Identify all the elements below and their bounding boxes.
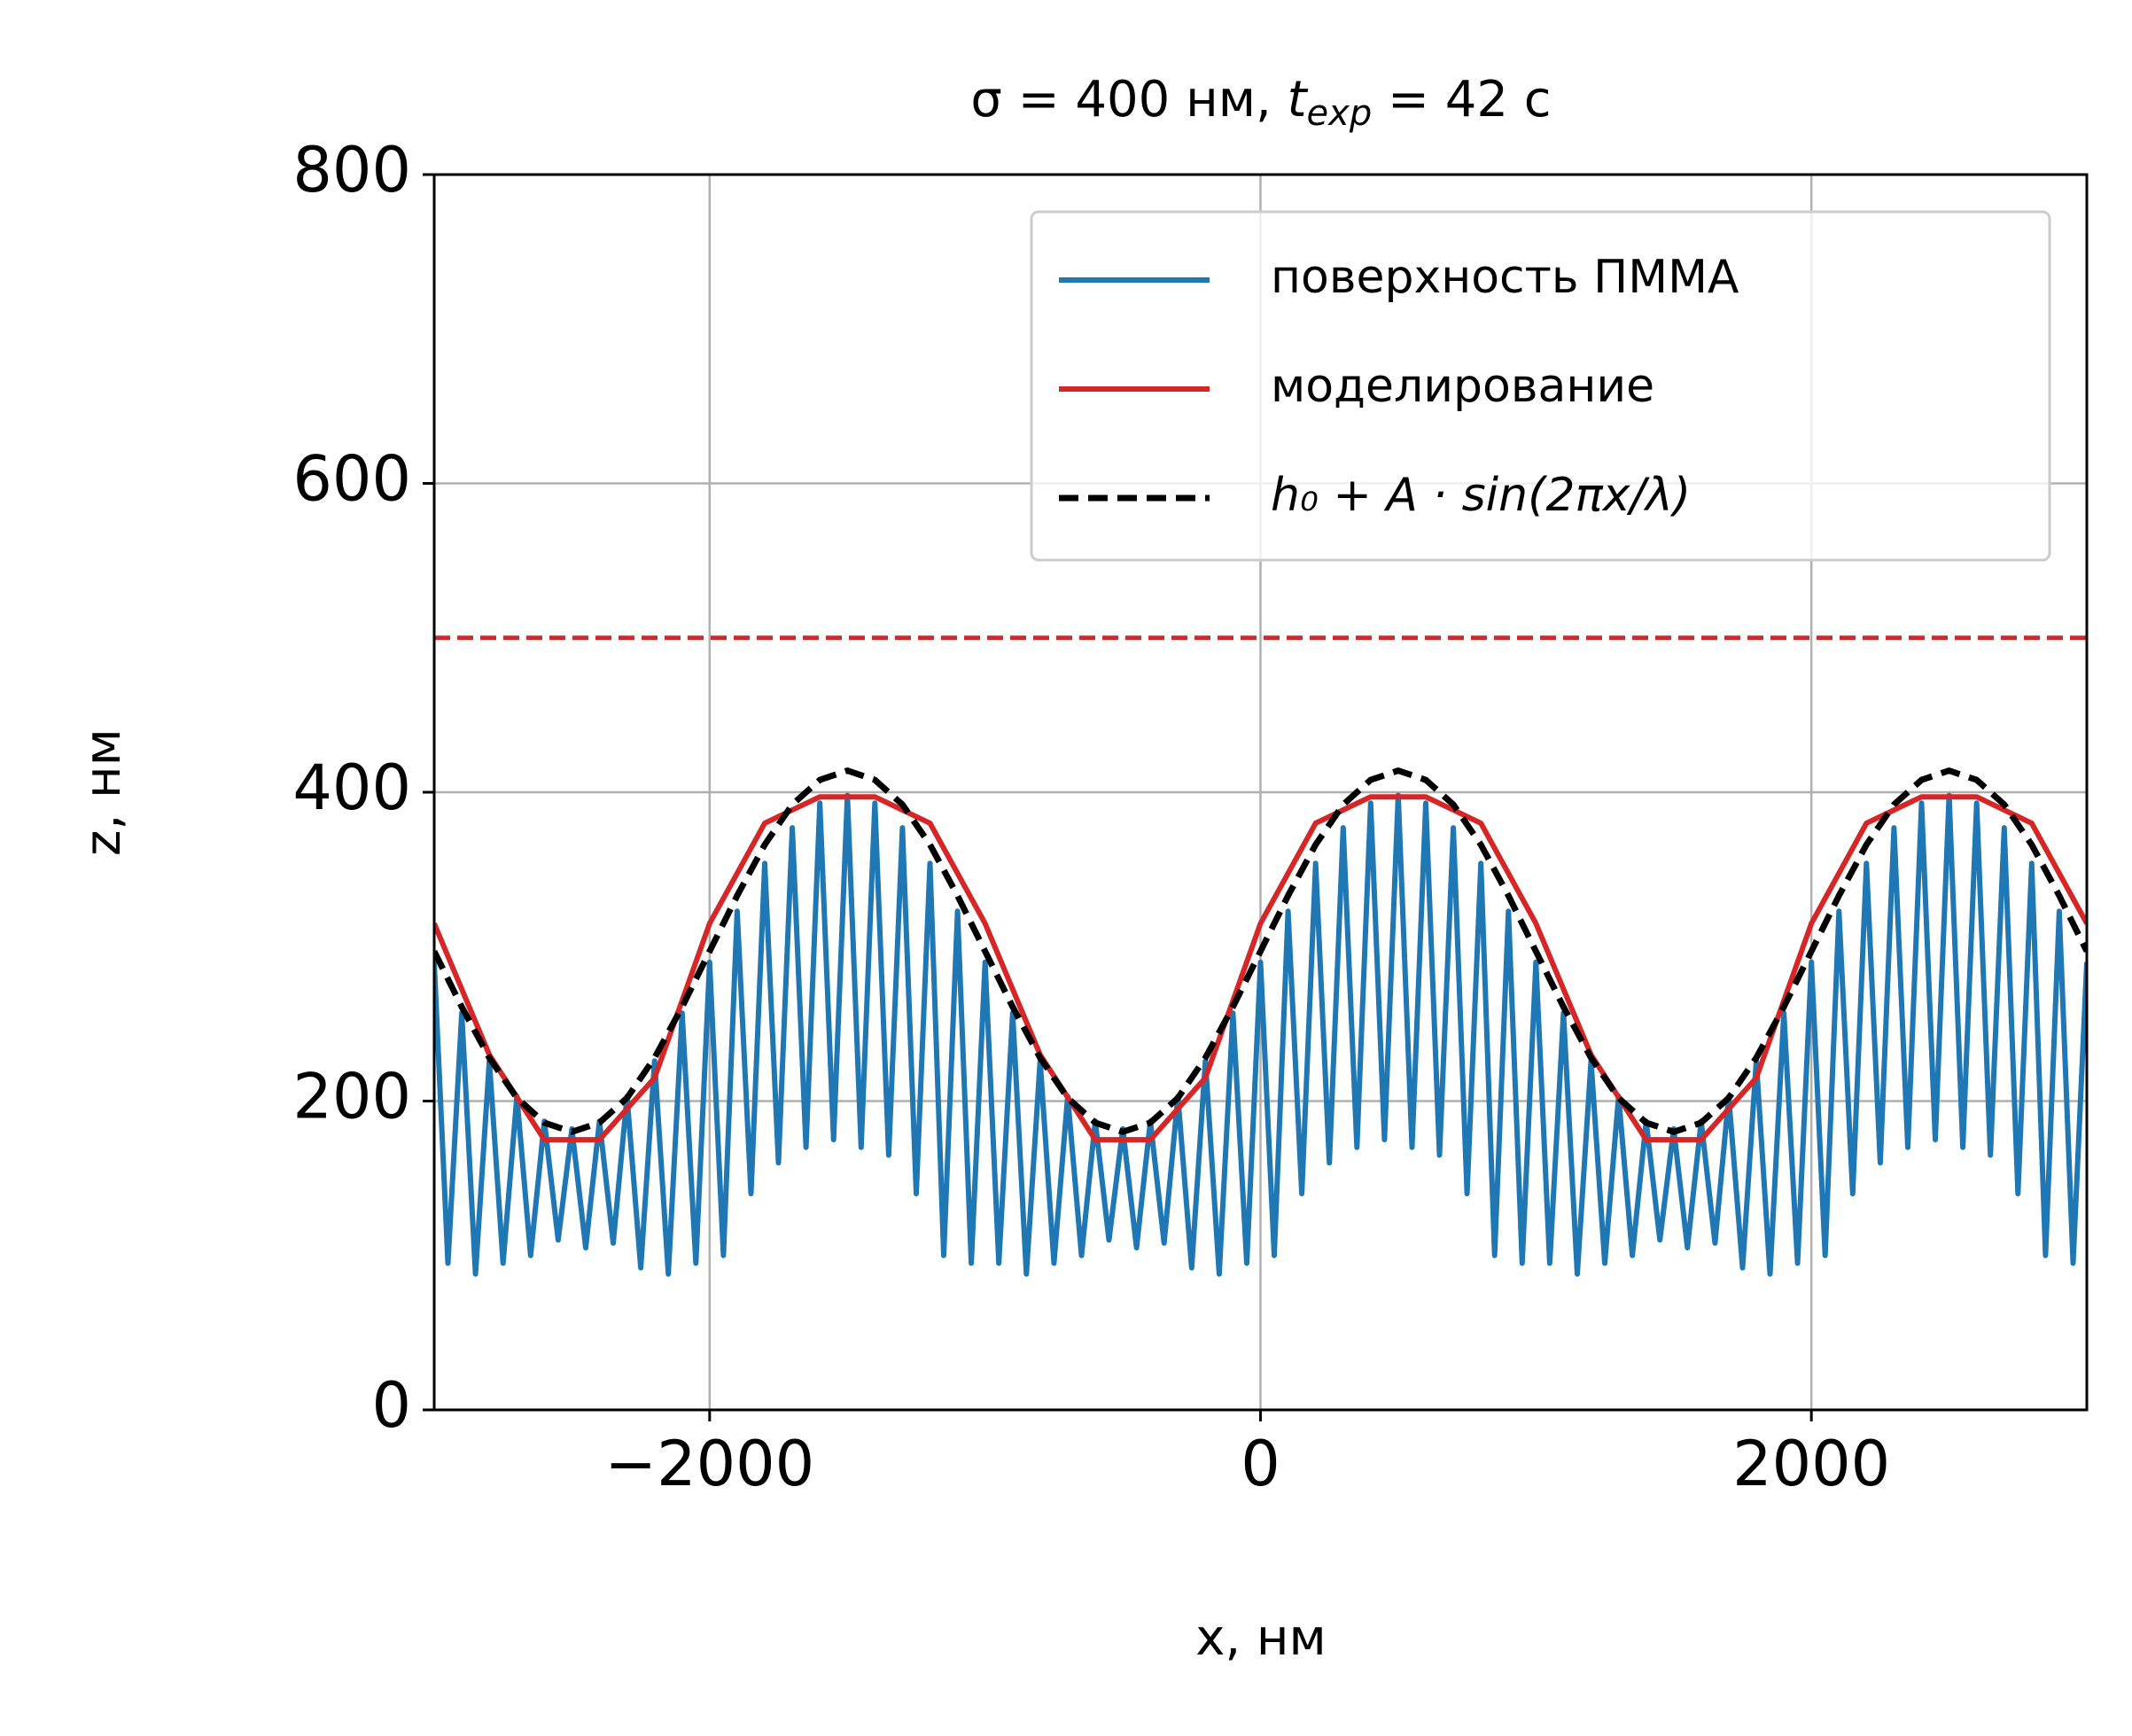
x-tick-label: 2000 xyxy=(1732,1428,1890,1500)
y-tick-label: 400 xyxy=(292,751,411,824)
y-axis-label: z, нм xyxy=(74,728,132,856)
x-axis-label: x, нм xyxy=(1195,1609,1327,1667)
series-line xyxy=(434,792,2087,1277)
y-tick-label: 800 xyxy=(292,134,411,206)
legend-label: моделирование xyxy=(1271,360,1654,413)
series-line xyxy=(434,767,2087,1135)
x-tick-label: 0 xyxy=(1241,1428,1280,1500)
series-line xyxy=(434,794,2087,1143)
legend-box xyxy=(1030,210,2051,562)
legend-label: поверхность ПММА xyxy=(1271,251,1739,304)
y-tick-label: 0 xyxy=(371,1369,411,1442)
y-tick-label: 200 xyxy=(292,1061,411,1133)
legend-label: h₀ + A · sin(2πx/λ) xyxy=(1271,469,1691,522)
plot-lines xyxy=(434,635,2087,1277)
y-tick-label: 600 xyxy=(292,443,411,516)
chart-title: σ = 400 нм, texp = 42 с xyxy=(970,71,1551,134)
x-tick-label: −2000 xyxy=(604,1428,814,1500)
plot-frame xyxy=(432,173,2089,1412)
